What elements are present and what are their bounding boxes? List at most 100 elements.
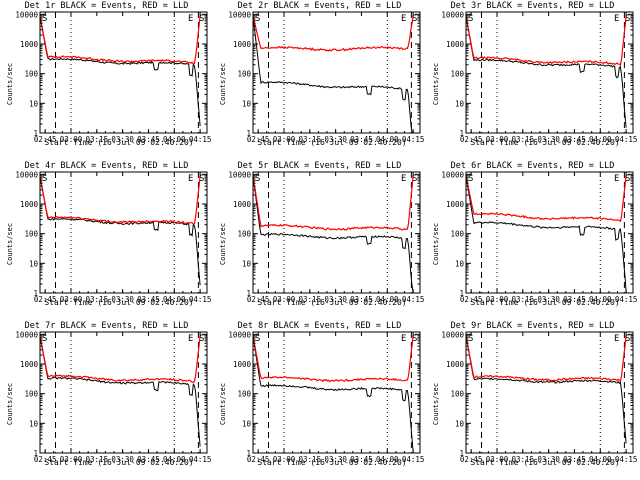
x-tick-label: 04:00 (589, 135, 612, 144)
plot-canvas: 02:45 03:00 03:15 03:30 03:45 04:00 04:15 1 10 10… (15, 10, 211, 144)
lld-series-line (252, 335, 414, 383)
y-axis-label: Counts/sec (432, 222, 440, 266)
y-tick-label: 10000 (15, 170, 38, 179)
x-tick-label: 04:15 (402, 295, 425, 304)
plot-canvas: 02:45 03:00 03:15 03:30 03:45 04:00 04:15 1 10 10… (15, 330, 211, 464)
x-tick-label: 02:45 (460, 295, 483, 304)
start-marker-label: S (468, 334, 473, 344)
x-tick-label: 03:00 (273, 135, 296, 144)
end-marker-label: E (614, 334, 619, 344)
x-tick-label: 02:45 (247, 295, 270, 304)
plot-canvas: 02:45 03:00 03:15 03:30 03:45 04:00 04:15 1 10 10… (441, 10, 638, 144)
detector-plot-panel: Det 9r BLACK = Events, RED = LLD 02:45 03:… (426, 320, 639, 480)
y-tick-label: 100 (237, 390, 251, 399)
x-axis-label: Start Time (16-Jul-09 02:40:20) (257, 138, 407, 147)
y-tick-label: 1000 (20, 200, 39, 209)
start-marker-label: S (625, 14, 630, 24)
x-axis-label: Start Time (16-Jul-09 02:40:20) (257, 298, 407, 307)
x-tick-label: 04:15 (615, 135, 638, 144)
y-tick-label: 10000 (15, 10, 38, 19)
y-tick-label: 100 (24, 230, 38, 239)
y-tick-label: 100 (24, 390, 38, 399)
y-tick-label: 1 (459, 129, 464, 138)
lld-series-line (39, 335, 201, 383)
x-tick-label: 04:15 (189, 295, 212, 304)
start-marker-label: S (625, 174, 630, 184)
x-tick-label: 03:00 (60, 295, 83, 304)
y-tick-label: 100 (450, 390, 464, 399)
plot-title: Det 6r BLACK = Events, RED = LLD (450, 161, 615, 171)
detector-plot-panel: Det 3r BLACK = Events, RED = LLD 02:45 03:… (426, 0, 639, 160)
events-series-line (465, 175, 627, 292)
x-tick-label: 03:45 (350, 135, 373, 144)
x-tick-label: 03:30 (537, 455, 560, 464)
y-tick-label: 10 (29, 99, 39, 108)
start-marker-label: S (468, 174, 473, 184)
start-marker-label: S (412, 14, 417, 24)
x-tick-label: 04:15 (615, 455, 638, 464)
plot-canvas: 02:45 03:00 03:15 03:30 03:45 04:00 04:15 1 10 10… (228, 170, 425, 304)
y-axis-label: Counts/sec (219, 222, 227, 266)
start-marker-label: S (199, 174, 204, 184)
lld-series-line (252, 175, 414, 231)
x-tick-label: 04:00 (589, 295, 612, 304)
lld-series-line (39, 15, 201, 65)
x-tick-label: 03:45 (137, 295, 160, 304)
y-tick-label: 1 (246, 289, 251, 298)
y-tick-label: 1 (33, 449, 38, 458)
events-series-line (39, 335, 201, 447)
plot-frame (465, 11, 634, 134)
events-series-line (252, 15, 414, 134)
y-tick-label: 1 (33, 289, 38, 298)
end-marker-label: E (614, 174, 619, 184)
x-axis-label: Start Time (16-Jul-09 02:40:20) (470, 298, 620, 307)
y-tick-label: 1000 (446, 200, 465, 209)
lld-series-line (465, 175, 627, 223)
y-tick-label: 1000 (446, 40, 465, 49)
y-tick-label: 10000 (441, 10, 464, 19)
x-axis-label: Start Time (16-Jul-09 02:40:20) (44, 138, 194, 147)
x-tick-label: 03:45 (563, 455, 586, 464)
x-tick-label: 04:15 (402, 455, 425, 464)
x-tick-label: 03:30 (537, 135, 560, 144)
x-axis-label: Start Time (16-Jul-09 02:40:20) (44, 298, 194, 307)
start-marker-label: S (255, 174, 260, 184)
y-tick-label: 10 (242, 99, 252, 108)
events-series-line (39, 175, 201, 286)
plot-title: Det 7r BLACK = Events, RED = LLD (24, 321, 189, 331)
x-axis-label: Start Time (16-Jul-09 02:40:20) (470, 458, 620, 467)
y-axis-label: Counts/sec (219, 62, 227, 106)
lld-series-line (252, 15, 414, 52)
start-marker-label: S (468, 14, 473, 24)
end-marker-label: E (188, 174, 193, 184)
start-marker-label: S (42, 174, 47, 184)
detector-plot-panel: Det 2r BLACK = Events, RED = LLD 02:45 03:… (213, 0, 426, 160)
y-tick-label: 10 (455, 259, 465, 268)
events-series-line (465, 15, 627, 128)
y-tick-label: 10000 (441, 330, 464, 339)
plot-frame (252, 11, 421, 134)
start-marker-label: S (412, 334, 417, 344)
y-tick-label: 10000 (228, 330, 251, 339)
plot-canvas: 02:45 03:00 03:15 03:30 03:45 04:00 04:15 1 10 10… (228, 330, 425, 464)
end-marker-label: E (401, 174, 406, 184)
y-axis-label: Counts/sec (6, 382, 14, 426)
y-tick-label: 100 (237, 70, 251, 79)
x-tick-label: 03:15 (86, 135, 109, 144)
y-tick-label: 10000 (228, 10, 251, 19)
y-tick-label: 10 (242, 419, 252, 428)
events-series-line (39, 15, 201, 127)
x-tick-label: 03:30 (111, 455, 134, 464)
detector-plot-panel: Det 1r BLACK = Events, RED = LLD 02:45 03:… (0, 0, 213, 160)
x-tick-label: 03:45 (563, 295, 586, 304)
detector-plot-panel: Det 4r BLACK = Events, RED = LLD 02:45 03:… (0, 160, 213, 320)
x-tick-label: 03:45 (350, 295, 373, 304)
x-tick-label: 04:00 (163, 455, 186, 464)
plot-frame (252, 171, 421, 294)
x-tick-label: 04:00 (376, 135, 399, 144)
lld-series-line (465, 15, 627, 67)
y-tick-label: 1 (246, 129, 251, 138)
events-series-line (252, 175, 414, 294)
y-tick-label: 10 (29, 259, 39, 268)
x-tick-label: 03:00 (486, 455, 509, 464)
